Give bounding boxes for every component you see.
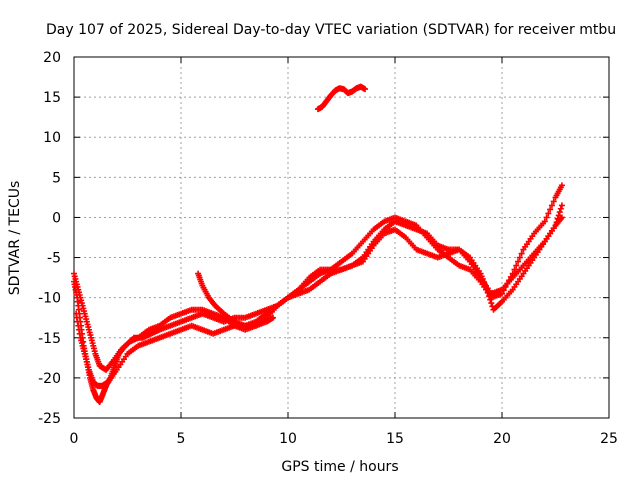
point-track-3-46-4 [516, 254, 523, 261]
point-track-3-46-5 [518, 250, 525, 257]
series-track-5 [314, 83, 369, 113]
x-tick-label-1: 5 [177, 431, 186, 447]
point-track-1-57-0 [558, 202, 565, 209]
point-track-5-11-0 [362, 86, 369, 93]
point-track-1-56-5 [557, 205, 564, 212]
x-tick-label-2: 10 [279, 431, 297, 447]
y-tick-label-5: 0 [52, 210, 61, 226]
y-tick-label-0: -25 [38, 411, 61, 427]
point-track-3-49-0 [541, 218, 548, 225]
axis-ticks: 0 5 10 15 20 25 -25 -20 -15 -10 -5 0 5 10 15 20 [38, 50, 618, 447]
point-track-1-56-4 [556, 209, 563, 216]
point-track-3-51-0 [558, 182, 565, 189]
point-track-3-46-2 [513, 262, 520, 269]
y-tick-label-9: 20 [43, 50, 61, 66]
x-tick-label-3: 15 [386, 431, 404, 447]
data-points [71, 83, 565, 405]
point-track-1-56-3 [555, 212, 562, 219]
chart-title: Day 107 of 2025, Sidereal Day-to-day VTE… [46, 22, 616, 38]
point-track-3-46-0 [509, 270, 516, 277]
point-track-3-49-5 [550, 198, 557, 205]
y-tick-label-8: 15 [43, 90, 61, 106]
x-tick-label-4: 20 [493, 431, 511, 447]
point-track-3-45-5 [507, 273, 514, 280]
point-track-3-45-2 [502, 283, 509, 290]
point-track-3-45-1 [500, 287, 507, 294]
point-track-3-49-4 [548, 202, 555, 209]
y-tick-label-3: -10 [38, 291, 61, 307]
point-track-3-46-1 [511, 266, 518, 273]
x-axis-label: GPS time / hours [281, 459, 398, 475]
y-tick-label-2: -15 [38, 331, 61, 347]
y-tick-label-1: -20 [38, 371, 61, 387]
point-track-3-45-4 [506, 277, 513, 284]
point-track-1-49-4 [488, 300, 495, 307]
y-tick-label-6: 5 [52, 170, 61, 186]
series-track-4 [195, 270, 277, 329]
y-axis-label: SDTVAR / TECUs [7, 181, 23, 296]
plot-frame [73, 56, 610, 419]
point-track-3-49-2 [545, 210, 552, 217]
point-track-3-49-3 [547, 206, 554, 213]
point-track-3-45-0 [499, 290, 505, 297]
point-track-3-49-1 [543, 214, 550, 221]
point-track-2-50-0 [558, 214, 565, 221]
point-track-3-45-3 [504, 280, 511, 287]
point-track-3-46-3 [515, 258, 522, 265]
y-tick-label-4: -5 [47, 251, 61, 267]
x-tick-label-0: 0 [70, 431, 79, 447]
grid [74, 57, 609, 418]
x-tick-label-5: 25 [600, 431, 618, 447]
point-track-4-9-0 [270, 314, 277, 321]
y-tick-label-7: 10 [43, 130, 61, 146]
